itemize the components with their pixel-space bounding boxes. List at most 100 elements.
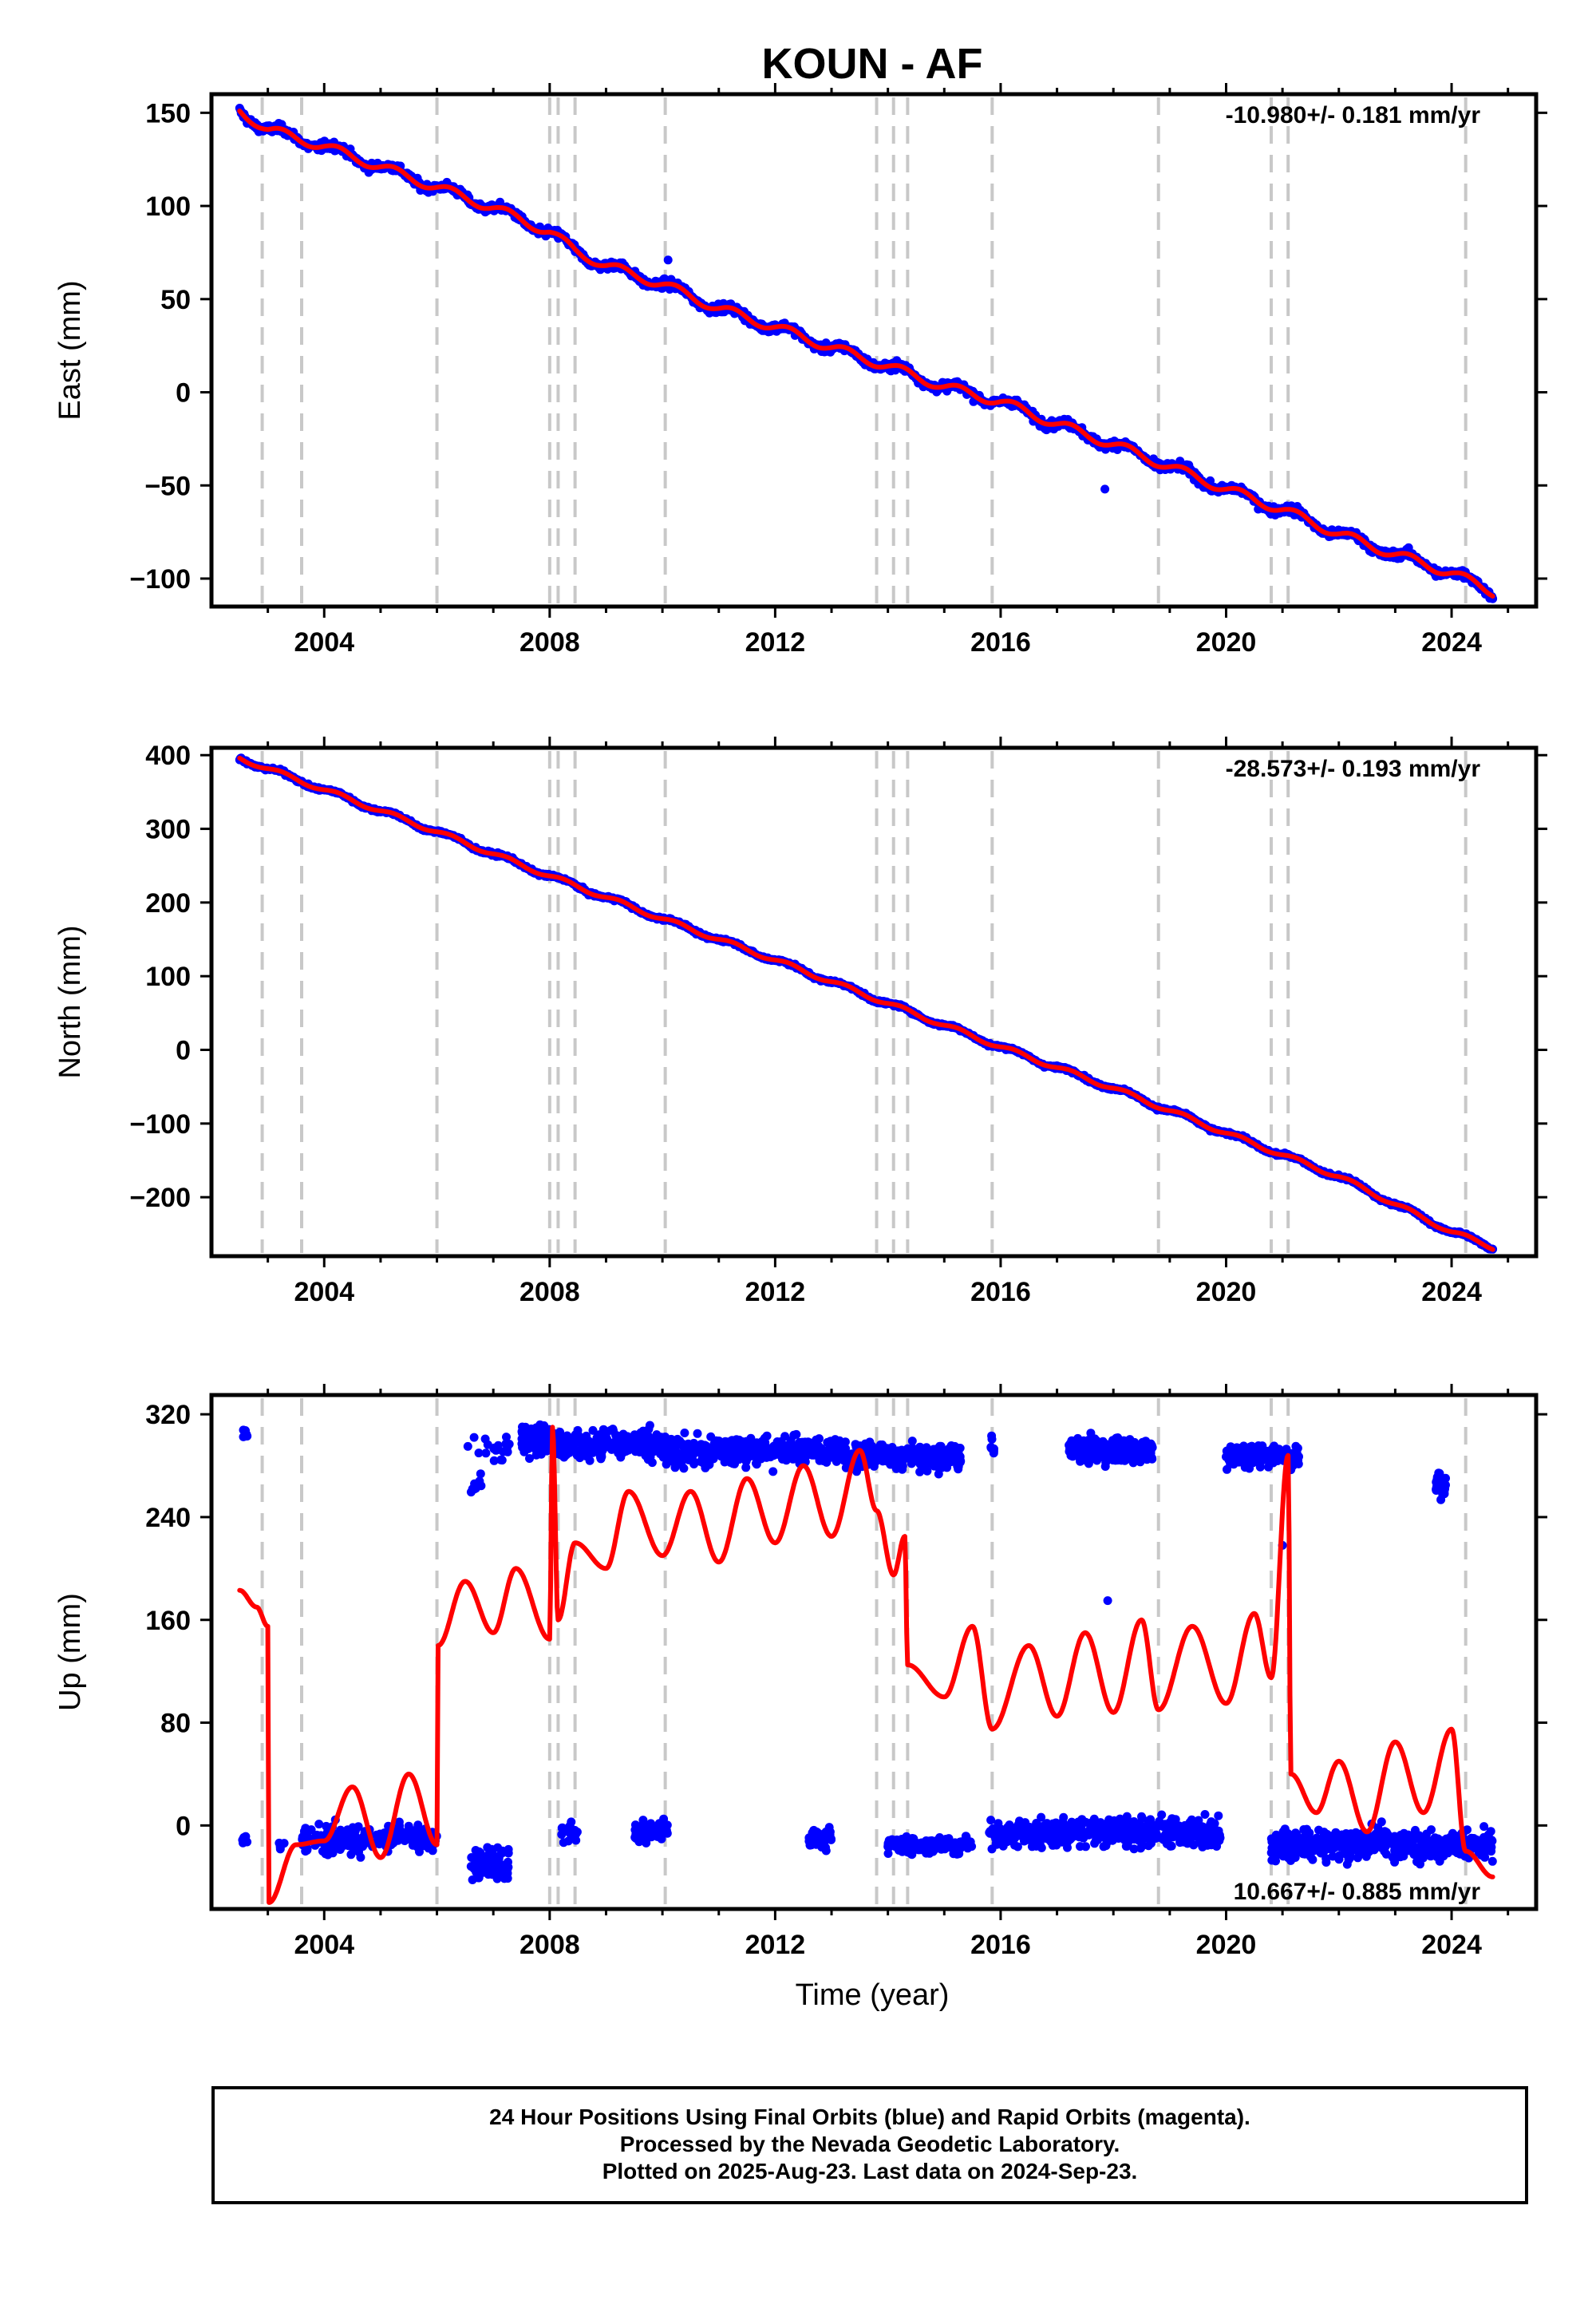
up-data-point (519, 1444, 529, 1453)
up-data-point (555, 1427, 565, 1437)
up-data-point (679, 1464, 689, 1473)
up-data-point (752, 1460, 761, 1469)
east-y-tick-label: 0 (176, 378, 191, 409)
up-data-point (322, 1844, 331, 1854)
up-data-point (665, 1453, 674, 1463)
up-data-point (753, 1452, 762, 1461)
up-data-point (378, 1832, 388, 1842)
up-data-point (595, 1452, 605, 1462)
up-data-point (613, 1433, 622, 1442)
up-data-point (693, 1429, 702, 1438)
up-data-point (476, 1469, 485, 1479)
north-x-tick-label: 2016 (970, 1277, 1031, 1307)
up-data-point (712, 1445, 721, 1455)
up-data-point (498, 1860, 508, 1870)
up-data-point (638, 1426, 648, 1436)
up-data-point (593, 1436, 602, 1445)
up-data-point (780, 1432, 790, 1441)
east-y-axis-label: East (mm) (53, 280, 87, 420)
figure-title: KOUN - AF (762, 40, 983, 88)
up-data-point (705, 1459, 714, 1468)
up-data-point (598, 1425, 608, 1434)
up-data-point (628, 1436, 638, 1445)
east-data-point (1100, 484, 1110, 494)
up-data-point (492, 1874, 502, 1883)
up-data-point (769, 1450, 778, 1460)
panel-east: 2004 2008 2012 2016 2020 2024150100500−50−100… (53, 83, 1547, 658)
up-data-point (741, 1443, 751, 1452)
up-data-point (729, 1459, 737, 1468)
up-data-point (714, 1437, 724, 1445)
up-data-point (484, 1868, 493, 1877)
up-data-point (815, 1434, 824, 1444)
up-data-point (242, 1429, 251, 1439)
north-x-tick-label: 2024 (1421, 1277, 1482, 1307)
north-x-tick-label: 2012 (745, 1277, 806, 1307)
up-data-point (800, 1441, 809, 1451)
north-y-tick-label: 300 (145, 815, 191, 845)
north-step-lines (260, 751, 1468, 1253)
east-model-line (237, 109, 1495, 599)
up-data-point (496, 1455, 506, 1464)
north-y-tick-label: −200 (129, 1183, 191, 1213)
up-data-point (523, 1429, 533, 1439)
up-data-point (605, 1442, 614, 1451)
east-rate-label: -10.980+/- 0.181 mm/yr (1226, 102, 1481, 128)
up-data-point (559, 1827, 568, 1836)
up-data-point (567, 1438, 576, 1448)
up-data-point (778, 1443, 788, 1452)
north-rate-label: -28.573+/- 0.193 mm/yr (1226, 756, 1481, 782)
up-data-point (559, 1838, 568, 1848)
east-y-ticks: 150 100 50 0 −50 −100 (129, 98, 1547, 595)
east-x-tick-label: 2016 (970, 627, 1031, 658)
up-data-point (395, 1821, 405, 1830)
east-y-tick-label: 50 (160, 285, 191, 315)
up-data-point (761, 1452, 771, 1461)
north-y-tick-label: 0 (176, 1036, 191, 1066)
up-data-point (275, 1844, 285, 1854)
east-y-tick-label: 150 (145, 98, 191, 128)
east-y-tick-label: 100 (145, 192, 191, 222)
up-data-point (568, 1831, 577, 1840)
up-data-point (741, 1463, 751, 1472)
up-data-point (352, 1824, 361, 1833)
up-data-point (824, 1447, 833, 1456)
east-data-point (663, 255, 673, 265)
up-data-point (536, 1433, 546, 1443)
east-model-path (237, 109, 1495, 599)
up-data-point (664, 1441, 674, 1450)
north-y-tick-label: 200 (145, 888, 191, 919)
up-data-point (311, 1831, 321, 1840)
north-model-line (237, 755, 1495, 1252)
east-x-tick-label: 2004 (294, 627, 354, 658)
up-data-point (768, 1442, 778, 1452)
up-data-point (535, 1420, 545, 1429)
north-y-tick-label: −100 (129, 1109, 191, 1140)
up-data-point (819, 1829, 828, 1839)
east-y-tick-label: −100 (129, 564, 191, 595)
east-y-tick-label: −50 (144, 471, 191, 501)
up-data-point (354, 1836, 363, 1846)
up-data-point (646, 1832, 654, 1841)
up-data-point (637, 1821, 646, 1831)
up-data-point (757, 1442, 767, 1452)
up-data-point (780, 1453, 790, 1463)
east-x-ticks: 2004 2008 2012 2016 2020 2024 (267, 83, 1510, 658)
up-data-point (641, 1451, 650, 1460)
north-x-tick-label: 2004 (294, 1277, 354, 1307)
up-data-point (649, 1447, 658, 1456)
north-y-axis-label: North (mm) (53, 925, 87, 1078)
east-x-tick-label: 2024 (1421, 627, 1482, 658)
north-x-ticks: 2004 2008 2012 2016 2020 2024 (267, 737, 1510, 1307)
up-data-point (591, 1445, 600, 1454)
up-data-point (418, 1840, 428, 1850)
north-x-tick-label: 2020 (1196, 1277, 1257, 1307)
up-data-point (341, 1840, 350, 1850)
up-data-point (499, 1447, 508, 1456)
up-data-point (314, 1820, 324, 1829)
up-data-point (742, 1454, 752, 1464)
up-data-point (645, 1421, 654, 1430)
east-x-tick-label: 2020 (1196, 627, 1257, 658)
